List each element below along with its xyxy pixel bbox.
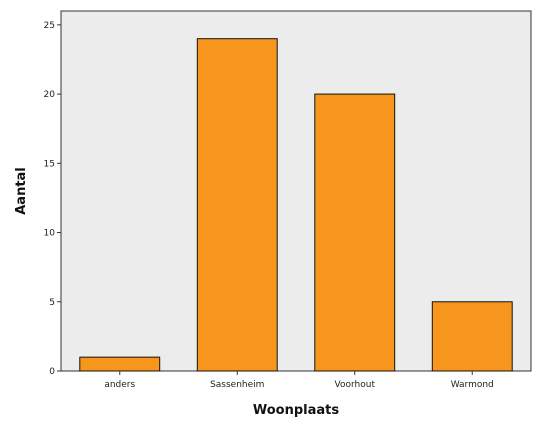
x-axis-title: Woonplaats — [253, 403, 340, 418]
x-tick-label-voorhout: Voorhout — [335, 380, 376, 390]
y-axis: 0 5 10 15 20 25 — [44, 21, 61, 377]
y-tick-label-20: 20 — [44, 90, 56, 100]
bar-sassenheim — [196, 38, 278, 372]
bar-anders — [79, 356, 161, 372]
y-tick-label-0: 0 — [49, 367, 55, 377]
bar-voorhout — [314, 93, 396, 372]
bars-group — [79, 38, 513, 372]
x-tick-label-sassenheim: Sassenheim — [210, 380, 264, 390]
bar-warmond — [431, 301, 513, 372]
y-tick-label-10: 10 — [44, 229, 56, 239]
y-axis-title: Aantal — [14, 167, 29, 215]
x-tick-label-warmond: Warmond — [451, 380, 494, 390]
y-tick-label-5: 5 — [49, 298, 55, 308]
y-tick-label-25: 25 — [44, 21, 55, 31]
x-tick-label-anders: anders — [104, 380, 135, 390]
y-tick-label-15: 15 — [44, 159, 55, 169]
x-axis: anders Sassenheim Voorhout Warmond — [104, 371, 494, 390]
